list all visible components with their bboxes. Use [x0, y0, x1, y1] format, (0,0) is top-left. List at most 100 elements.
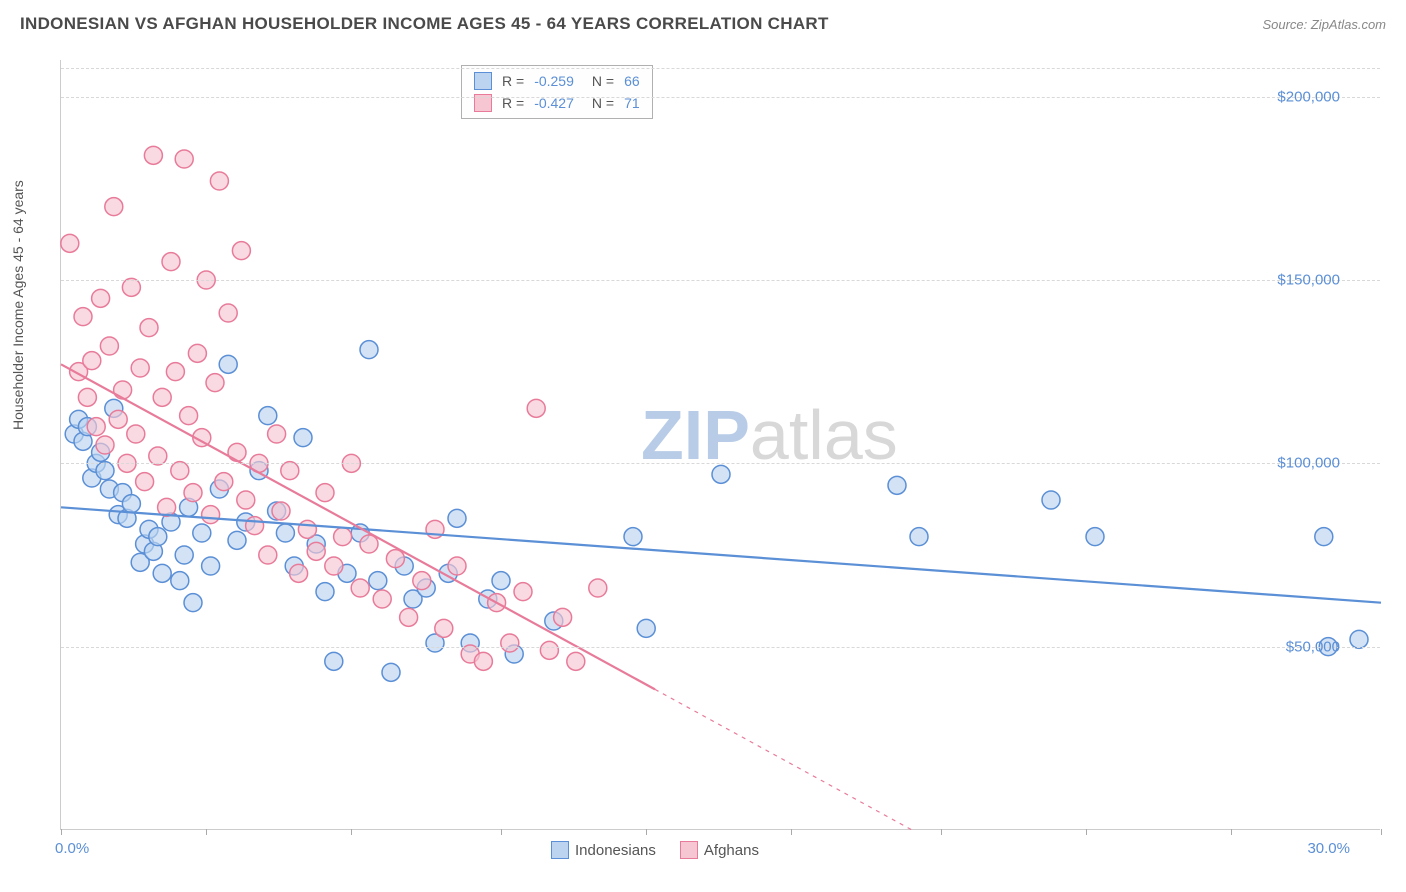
data-point	[188, 344, 206, 362]
data-point	[624, 528, 642, 546]
data-point	[637, 619, 655, 637]
data-point	[193, 524, 211, 542]
data-point	[131, 359, 149, 377]
data-point	[87, 418, 105, 436]
data-point	[206, 374, 224, 392]
legend-item-afghans: Afghans	[680, 841, 759, 859]
data-point	[474, 652, 492, 670]
data-point	[149, 447, 167, 465]
data-point	[215, 473, 233, 491]
data-point	[136, 473, 154, 491]
x-tick	[351, 829, 352, 835]
x-min-label: 0.0%	[55, 840, 89, 857]
data-point	[334, 528, 352, 546]
data-point	[281, 462, 299, 480]
y-tick-label: $50,000	[1286, 638, 1340, 655]
x-tick	[501, 829, 502, 835]
data-point	[78, 388, 96, 406]
data-point	[184, 594, 202, 612]
data-point	[219, 355, 237, 373]
data-point	[100, 337, 118, 355]
data-point	[386, 550, 404, 568]
data-point	[514, 583, 532, 601]
y-tick-label: $200,000	[1277, 88, 1340, 105]
data-point	[105, 198, 123, 216]
data-point	[1042, 491, 1060, 509]
x-tick	[646, 829, 647, 835]
data-point	[1086, 528, 1104, 546]
data-point	[202, 557, 220, 575]
data-point	[298, 520, 316, 538]
data-point	[228, 531, 246, 549]
data-point	[448, 509, 466, 527]
legend-item-indonesians: Indonesians	[551, 841, 656, 859]
y-tick-label: $100,000	[1277, 455, 1340, 472]
data-point	[316, 484, 334, 502]
data-point	[400, 608, 418, 626]
gridline	[61, 68, 1380, 69]
x-tick	[206, 829, 207, 835]
y-tick-label: $150,000	[1277, 272, 1340, 289]
data-point	[888, 476, 906, 494]
data-point	[369, 572, 387, 590]
x-tick	[1086, 829, 1087, 835]
data-point	[114, 381, 132, 399]
series-legend: Indonesians Afghans	[551, 841, 759, 859]
x-tick	[1231, 829, 1232, 835]
data-point	[162, 253, 180, 271]
data-point	[127, 425, 145, 443]
data-point	[540, 641, 558, 659]
swatch-pink	[680, 841, 698, 859]
gridline	[61, 463, 1380, 464]
swatch-blue	[551, 841, 569, 859]
data-point	[171, 462, 189, 480]
data-point	[202, 506, 220, 524]
data-point	[290, 564, 308, 582]
data-point	[567, 652, 585, 670]
x-tick	[61, 829, 62, 835]
data-point	[246, 517, 264, 535]
data-point	[589, 579, 607, 597]
data-point	[166, 363, 184, 381]
data-point	[237, 491, 255, 509]
data-point	[1315, 528, 1333, 546]
x-tick	[1381, 829, 1382, 835]
data-point	[140, 319, 158, 337]
data-point	[210, 172, 228, 190]
data-point	[325, 557, 343, 575]
x-max-label: 30.0%	[1307, 840, 1350, 857]
gridline	[61, 280, 1380, 281]
data-point	[232, 242, 250, 260]
data-point	[492, 572, 510, 590]
data-point	[272, 502, 290, 520]
data-point	[382, 663, 400, 681]
data-point	[360, 535, 378, 553]
data-point	[74, 308, 92, 326]
data-point	[1350, 630, 1368, 648]
gridline	[61, 647, 1380, 648]
data-point	[360, 341, 378, 359]
data-point	[144, 146, 162, 164]
data-point	[294, 429, 312, 447]
data-point	[122, 495, 140, 513]
data-point	[307, 542, 325, 560]
data-point	[316, 583, 334, 601]
data-point	[228, 443, 246, 461]
x-tick	[791, 829, 792, 835]
data-point	[527, 399, 545, 417]
data-point	[153, 564, 171, 582]
scatter-svg	[61, 60, 1380, 829]
data-point	[712, 465, 730, 483]
data-point	[92, 289, 110, 307]
data-point	[83, 352, 101, 370]
data-point	[373, 590, 391, 608]
data-point	[149, 528, 167, 546]
data-point	[351, 579, 369, 597]
data-point	[325, 652, 343, 670]
data-point	[501, 634, 519, 652]
data-point	[554, 608, 572, 626]
data-point	[96, 436, 114, 454]
plot-area: ZIPatlas R = -0.259 N = 66 R = -0.427 N …	[60, 60, 1380, 830]
gridline	[61, 97, 1380, 98]
data-point	[448, 557, 466, 575]
